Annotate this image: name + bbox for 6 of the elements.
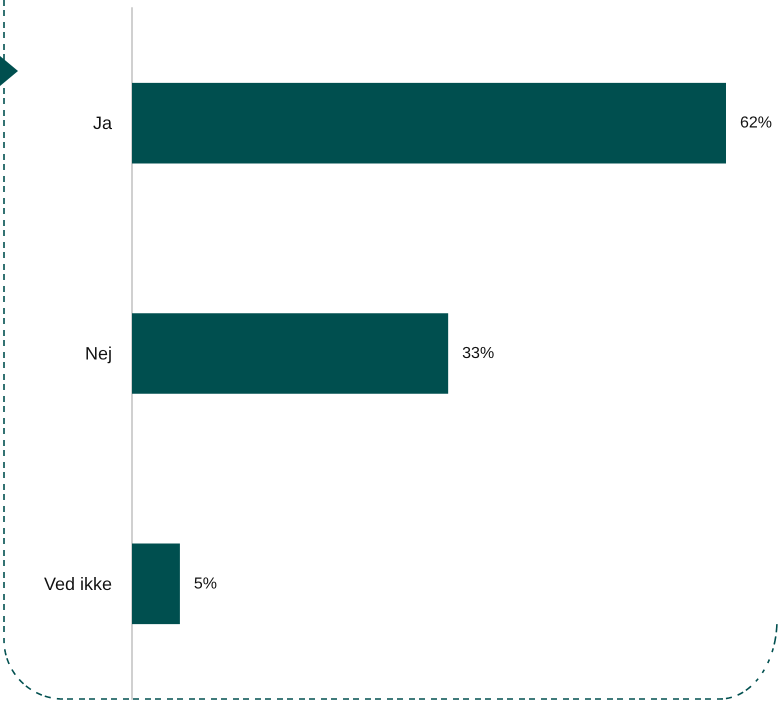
data-label: 62%: [740, 114, 772, 132]
y-tick-label: Ved ikke: [44, 574, 112, 594]
y-tick-label: Ja: [92, 113, 113, 134]
data-label: 33%: [462, 345, 494, 362]
data-label: 5%: [194, 575, 218, 592]
y-tick-label: Nej: [84, 344, 112, 364]
